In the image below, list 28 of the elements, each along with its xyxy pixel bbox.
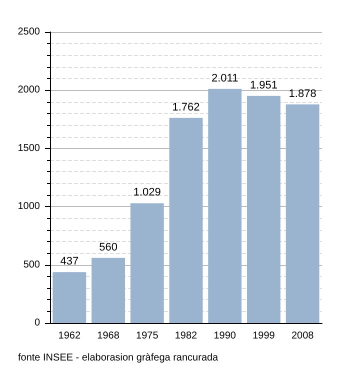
bar xyxy=(130,203,164,323)
y-tick-label: 0 xyxy=(34,318,40,328)
x-tick-label: 1990 xyxy=(214,330,236,342)
y-tick-label: 2000 xyxy=(18,84,40,96)
x-tick-label: 1962 xyxy=(58,330,81,342)
source-note: fonte INSEE - elaborasion gràfega rancurada xyxy=(18,352,219,364)
x-tick-label: 1999 xyxy=(252,330,276,342)
data-label: 2.011 xyxy=(212,72,238,84)
data-label: 1.029 xyxy=(133,186,161,199)
bar xyxy=(208,88,242,323)
x-tick-label: 1975 xyxy=(136,330,159,342)
y-tick-label: 500 xyxy=(23,259,40,270)
y-tick-label: 2500 xyxy=(18,26,40,38)
bar xyxy=(286,104,320,323)
data-label: 437 xyxy=(60,256,79,268)
data-label: 560 xyxy=(99,241,118,254)
bar xyxy=(247,96,280,323)
data-label: 1.762 xyxy=(172,101,200,114)
data-label: 1.951 xyxy=(250,79,278,92)
x-tick-label: 1968 xyxy=(97,330,120,342)
bar xyxy=(92,258,125,323)
bar xyxy=(52,272,86,323)
x-tick-label: 1982 xyxy=(174,330,198,342)
bar xyxy=(169,118,203,323)
y-tick-label: 1000 xyxy=(18,201,40,212)
y-tick-label: 1500 xyxy=(18,142,40,154)
data-label: 1.878 xyxy=(288,88,316,100)
x-tick-label: 2008 xyxy=(291,330,314,342)
